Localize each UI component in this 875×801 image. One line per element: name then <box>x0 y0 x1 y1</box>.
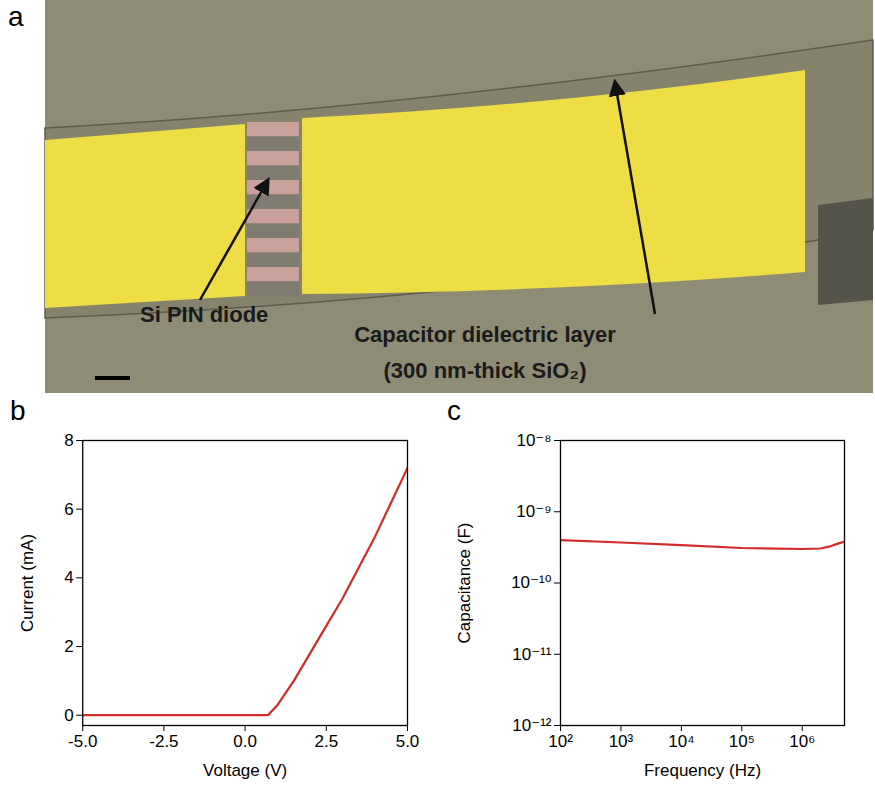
svg-text:Capacitor dielectric layer: Capacitor dielectric layer <box>354 322 616 347</box>
svg-text:10⁴: 10⁴ <box>668 732 694 751</box>
svg-text:5.0: 5.0 <box>396 732 420 751</box>
svg-text:a: a <box>8 1 24 32</box>
svg-text:-2.5: -2.5 <box>149 732 178 751</box>
svg-text:8: 8 <box>64 431 73 450</box>
svg-text:10⁻¹²: 10⁻¹² <box>512 716 552 735</box>
svg-text:Current (mA): Current (mA) <box>18 534 37 632</box>
svg-text:(300 nm-thick SiO₂): (300 nm-thick SiO₂) <box>384 358 587 383</box>
svg-text:10⁻¹¹: 10⁻¹¹ <box>512 645 552 664</box>
svg-text:10⁵: 10⁵ <box>729 732 755 751</box>
svg-text:Voltage (V): Voltage (V) <box>203 761 287 780</box>
svg-text:2.5: 2.5 <box>314 732 338 751</box>
svg-text:10⁻⁸: 10⁻⁸ <box>516 431 551 450</box>
svg-text:10²: 10² <box>548 732 573 751</box>
svg-text:10³: 10³ <box>609 732 634 751</box>
svg-text:-5.0: -5.0 <box>68 732 97 751</box>
svg-text:4: 4 <box>64 568 73 587</box>
svg-text:Si PIN diode: Si PIN diode <box>140 302 268 327</box>
svg-text:0.0: 0.0 <box>233 732 257 751</box>
svg-text:6: 6 <box>64 500 73 519</box>
svg-text:0: 0 <box>64 706 73 725</box>
svg-text:Frequency (Hz): Frequency (Hz) <box>644 761 761 780</box>
svg-text:10⁶: 10⁶ <box>789 732 815 751</box>
svg-text:2: 2 <box>64 637 73 656</box>
svg-text:10⁻⁹: 10⁻⁹ <box>516 502 551 521</box>
html-text:c: c <box>447 395 461 426</box>
html-text:b: b <box>10 395 26 426</box>
svg-text:10⁻¹⁰: 10⁻¹⁰ <box>511 573 552 592</box>
svg-text:Capacitance (F): Capacitance (F) <box>455 523 474 644</box>
